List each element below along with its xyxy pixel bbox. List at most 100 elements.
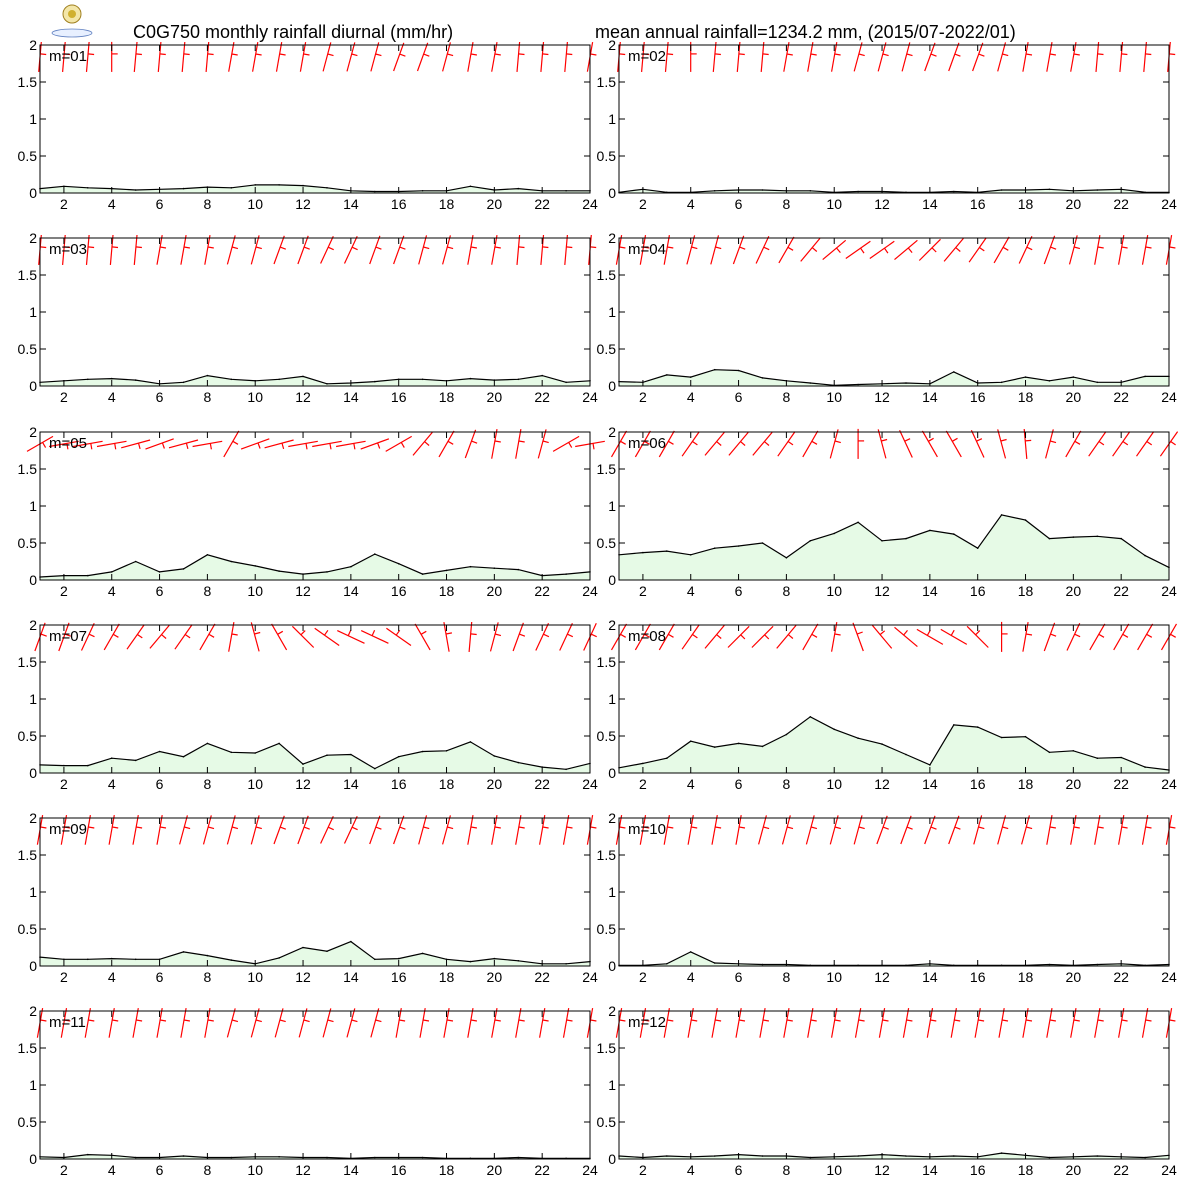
data-point: [929, 764, 931, 766]
data-point: [326, 754, 328, 756]
data-point: [1144, 766, 1146, 768]
wind-barb-feather: [931, 247, 937, 253]
wind-barb-feather: [667, 826, 674, 829]
panel-label: m=05: [49, 435, 87, 452]
x-tick-label: 6: [735, 969, 743, 985]
x-tick-label: 14: [922, 389, 938, 405]
x-tick-label: 18: [1018, 1162, 1034, 1178]
data-point: [761, 745, 764, 748]
panel-m-10: 00.511.522 4 6 8 10 12 14 16 18 20 22 24m=10: [597, 810, 1177, 985]
wind-barb-feather: [1169, 826, 1176, 829]
x-tick-label: 12: [874, 776, 890, 792]
x-tick-label: 22: [534, 583, 550, 599]
x-tick-label: 4: [687, 969, 695, 985]
wind-barb: [467, 234, 474, 265]
data-point: [761, 377, 764, 379]
wind-barb-feather: [1170, 441, 1176, 446]
wind-barb-feather: [1000, 438, 1007, 442]
wind-barb-feather: [159, 53, 166, 56]
x-tick-label: 8: [782, 1162, 790, 1178]
wind-barb: [273, 235, 285, 265]
wind-barb: [663, 234, 670, 265]
wind-barb: [948, 42, 960, 72]
wind-barb-feather: [254, 631, 261, 635]
wind-barb-feather: [327, 826, 334, 831]
x-tick-label: 2: [639, 196, 647, 212]
wind-barb: [103, 623, 120, 651]
wind-barb-feather: [954, 1019, 961, 1022]
wind-barb: [783, 1007, 790, 1038]
panel-m-03: 00.511.522 4 6 8 10 12 14 16 18 20 22 24m=03: [18, 230, 598, 405]
data-point: [397, 755, 400, 758]
y-tick-label: 0: [608, 1151, 616, 1167]
y-tick-label: 1.5: [18, 654, 38, 670]
x-tick-label: 12: [874, 583, 890, 599]
wind-barb-feather: [470, 826, 478, 829]
wind-barb: [72, 440, 103, 448]
wind-barb-feather: [470, 246, 478, 249]
wind-barb: [704, 625, 725, 649]
x-tick-label: 16: [391, 196, 407, 212]
wind-barb-feather: [1050, 633, 1057, 637]
wind-barb: [343, 236, 358, 264]
panel-label: m=08: [628, 628, 666, 645]
x-tick-label: 16: [391, 776, 407, 792]
y-tick-label: 0: [608, 572, 616, 588]
x-tick-label: 8: [203, 389, 211, 405]
x-tick-label: 14: [343, 196, 359, 212]
wind-barb-feather: [1145, 246, 1152, 249]
x-tick-label: 18: [1018, 776, 1034, 792]
wind-barb-feather: [738, 53, 745, 56]
data-point: [833, 532, 835, 535]
data-point: [517, 568, 520, 571]
rain-line: [618, 369, 1169, 386]
data-point: [953, 371, 955, 373]
x-tick-label: 24: [582, 389, 598, 405]
wind-barb-feather: [1121, 826, 1128, 829]
wind-barb-feather: [208, 633, 215, 638]
wind-barb-feather: [860, 247, 865, 254]
wind-barb-feather: [1170, 633, 1176, 638]
wind-barb: [228, 41, 235, 72]
data-point: [278, 570, 280, 572]
wind-barb: [156, 1007, 163, 1038]
wind-barb: [491, 428, 498, 459]
wind-barb-feather: [979, 247, 985, 252]
wind-barb: [710, 235, 720, 265]
wind-barb: [751, 625, 774, 648]
data-point: [87, 1153, 89, 1156]
wind-barb: [228, 621, 235, 652]
wind-barb: [85, 41, 90, 72]
data-point: [1000, 736, 1003, 739]
x-tick-label: 4: [687, 1162, 695, 1178]
wind-barb-feather: [952, 437, 958, 442]
wind-barb-feather: [1073, 53, 1080, 56]
data-point: [445, 958, 448, 961]
wind-barb: [916, 628, 944, 645]
data-point: [1144, 375, 1146, 378]
data-point: [182, 187, 185, 190]
wind-barb-feather: [423, 826, 430, 830]
panel-frame: [39, 431, 591, 581]
data-point: [326, 383, 328, 385]
wind-barb-feather: [590, 53, 597, 56]
y-tick-label: 0.5: [597, 535, 617, 551]
wind-barb-feather: [811, 247, 818, 252]
data-point: [230, 959, 233, 961]
wind-barb: [370, 42, 380, 72]
wind-barb: [871, 625, 893, 649]
wind-barb: [1113, 623, 1130, 651]
y-tick-label: 2: [608, 37, 616, 53]
wind-barb-feather: [305, 443, 308, 450]
wind-barb-feather: [255, 53, 262, 56]
x-tick-label: 12: [874, 389, 890, 405]
wind-barb-feather: [420, 630, 427, 635]
x-tick-label: 18: [439, 1162, 455, 1178]
wind-barb-feather: [542, 246, 549, 249]
y-tick-label: 1.5: [18, 847, 38, 863]
wind-barb: [108, 814, 115, 845]
wind-barb-feather: [978, 53, 985, 57]
wind-barb-feather: [566, 1019, 573, 1022]
panel-label: m=06: [628, 435, 666, 452]
